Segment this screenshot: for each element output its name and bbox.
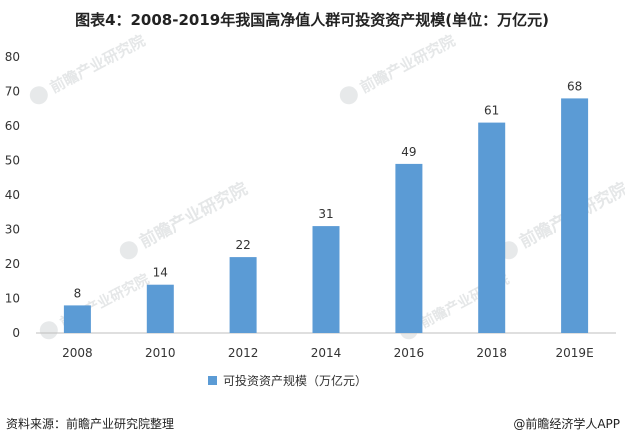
bar-2014 <box>312 226 340 333</box>
x-tick-label: 2019E <box>556 346 594 360</box>
source-note: 资料来源：前瞻产业研究院整理 <box>6 416 174 431</box>
bar-2016 <box>395 163 423 333</box>
y-tick-label: 30 <box>5 223 20 237</box>
legend: 可投资资产规模（万亿元） <box>208 373 367 388</box>
watermark-text: 前瞻产业研究院 <box>357 31 458 96</box>
y-tick-label: 0 <box>12 326 20 340</box>
watermark-logo: 前瞻产业研究院 <box>339 31 458 105</box>
bar-2012 <box>229 257 257 333</box>
x-tick-label: 2012 <box>228 346 259 360</box>
watermark-text: 前瞻产业研究院 <box>47 31 148 96</box>
bar-2010 <box>146 284 174 333</box>
bar-2008 <box>63 305 91 333</box>
y-tick-label: 10 <box>5 292 20 306</box>
chart-title: 图表4：2008-2019年我国高净值人群可投资资产规模(单位：万亿元) <box>75 11 549 29</box>
watermark-logo: 前瞻产业研究院 <box>499 178 625 260</box>
legend-label: 可投资资产规模（万亿元） <box>223 373 367 388</box>
x-tick-label: 2018 <box>476 346 507 360</box>
brand-credit: @前瞻经济学人APP <box>513 416 620 431</box>
bar-series <box>63 98 589 334</box>
data-label: 61 <box>484 104 499 118</box>
data-label: 49 <box>401 145 416 159</box>
y-tick-label: 50 <box>5 154 20 168</box>
y-tick-label: 80 <box>5 50 20 64</box>
data-label: 68 <box>567 79 582 93</box>
data-labels: 8 14 22 31 49 61 68 <box>74 79 583 300</box>
x-tick-label: 2010 <box>145 346 176 360</box>
x-tick-label: 2014 <box>311 346 342 360</box>
y-tick-label: 20 <box>5 257 20 271</box>
watermark-emblem-icon <box>39 321 58 340</box>
y-axis: 0 10 20 30 40 50 60 70 80 <box>5 50 20 340</box>
x-axis: 2008 2010 2012 2014 2016 2018 2019E <box>62 346 594 360</box>
data-label: 22 <box>235 238 250 252</box>
data-label: 8 <box>74 286 82 300</box>
watermark-emblem-icon <box>29 86 48 105</box>
y-tick-label: 60 <box>5 119 20 133</box>
y-tick-label: 40 <box>5 188 20 202</box>
data-label: 14 <box>153 266 168 280</box>
watermark-emblem-icon <box>339 86 358 105</box>
watermark-emblem-icon <box>119 241 138 260</box>
watermark-text: 前瞻产业研究院 <box>136 178 251 252</box>
x-tick-label: 2016 <box>394 346 425 360</box>
data-label: 31 <box>318 207 333 221</box>
legend-swatch <box>208 376 217 385</box>
y-tick-label: 70 <box>5 85 20 99</box>
watermark-logo: 前瞻产业研究院 <box>39 271 152 340</box>
bar-2018 <box>478 122 506 333</box>
bar-2019E <box>561 98 589 334</box>
watermark-logo: 前瞻产业研究院 <box>119 178 251 260</box>
x-tick-label: 2008 <box>62 346 93 360</box>
watermark-logo: 前瞻产业研究院 <box>29 31 148 105</box>
